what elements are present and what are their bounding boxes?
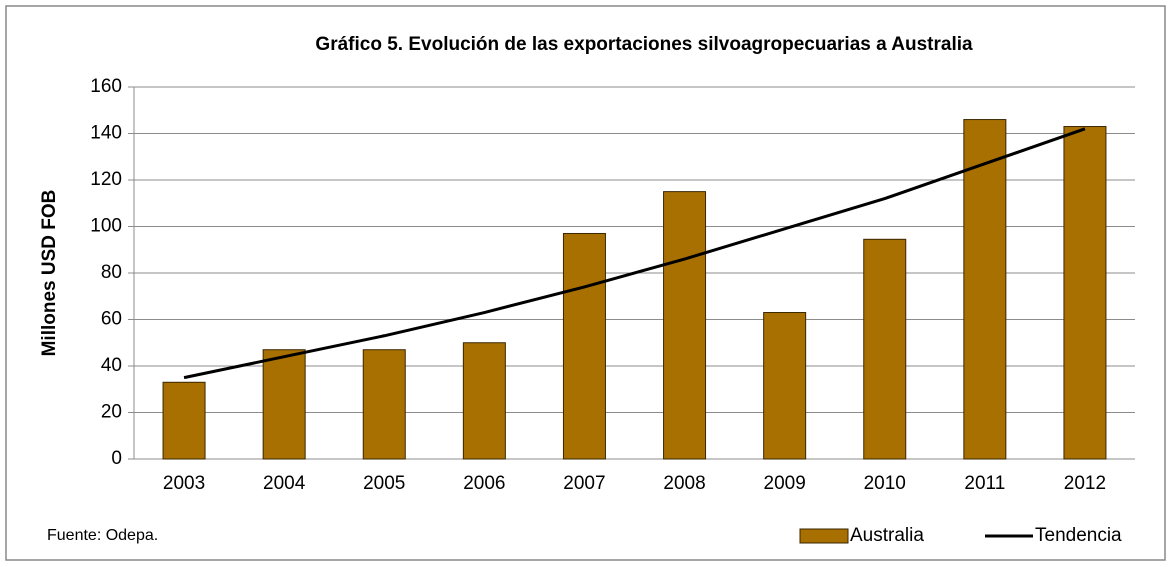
y-tick-label: 60 <box>101 309 122 330</box>
trend-line <box>183 127 1086 380</box>
x-tick-label: 2004 <box>263 473 306 494</box>
chart-title: Gráfico 5. Evolución de las exportacione… <box>315 34 973 55</box>
bar <box>162 381 206 460</box>
bar <box>963 119 1007 460</box>
bar <box>362 349 406 460</box>
y-tick-label: 0 <box>111 448 122 469</box>
x-tick-label: 2007 <box>563 473 605 494</box>
source-note: Fuente: Odepa. <box>47 527 158 544</box>
x-tick-label: 2009 <box>764 473 806 494</box>
bar <box>1063 126 1107 460</box>
legend-label: Tendencia <box>1035 525 1122 546</box>
x-tick-label: 2010 <box>864 473 906 494</box>
y-tick-label: 100 <box>90 216 122 237</box>
y-axis-label: Millones USD FOB <box>39 190 60 357</box>
x-tick-label: 2005 <box>363 473 405 494</box>
x-tick-label: 2012 <box>1064 473 1106 494</box>
bar <box>863 238 907 460</box>
bar <box>262 349 306 460</box>
x-tick-label: 2003 <box>163 473 205 494</box>
bar <box>763 312 807 460</box>
y-tick-label: 20 <box>101 402 122 423</box>
y-tick-label: 40 <box>101 355 122 376</box>
x-tick-label: 2006 <box>463 473 505 494</box>
y-tick-label: 140 <box>90 123 122 144</box>
legend-label: Australia <box>850 525 924 546</box>
legend-swatch <box>799 528 849 544</box>
x-tick-label: 2008 <box>663 473 705 494</box>
y-tick-label: 80 <box>101 262 122 283</box>
x-tick-label: 2011 <box>964 473 1005 494</box>
bar <box>462 342 506 460</box>
bar <box>663 191 707 460</box>
y-tick-label: 160 <box>90 76 122 97</box>
bar <box>562 232 606 460</box>
y-tick-label: 120 <box>90 169 122 190</box>
